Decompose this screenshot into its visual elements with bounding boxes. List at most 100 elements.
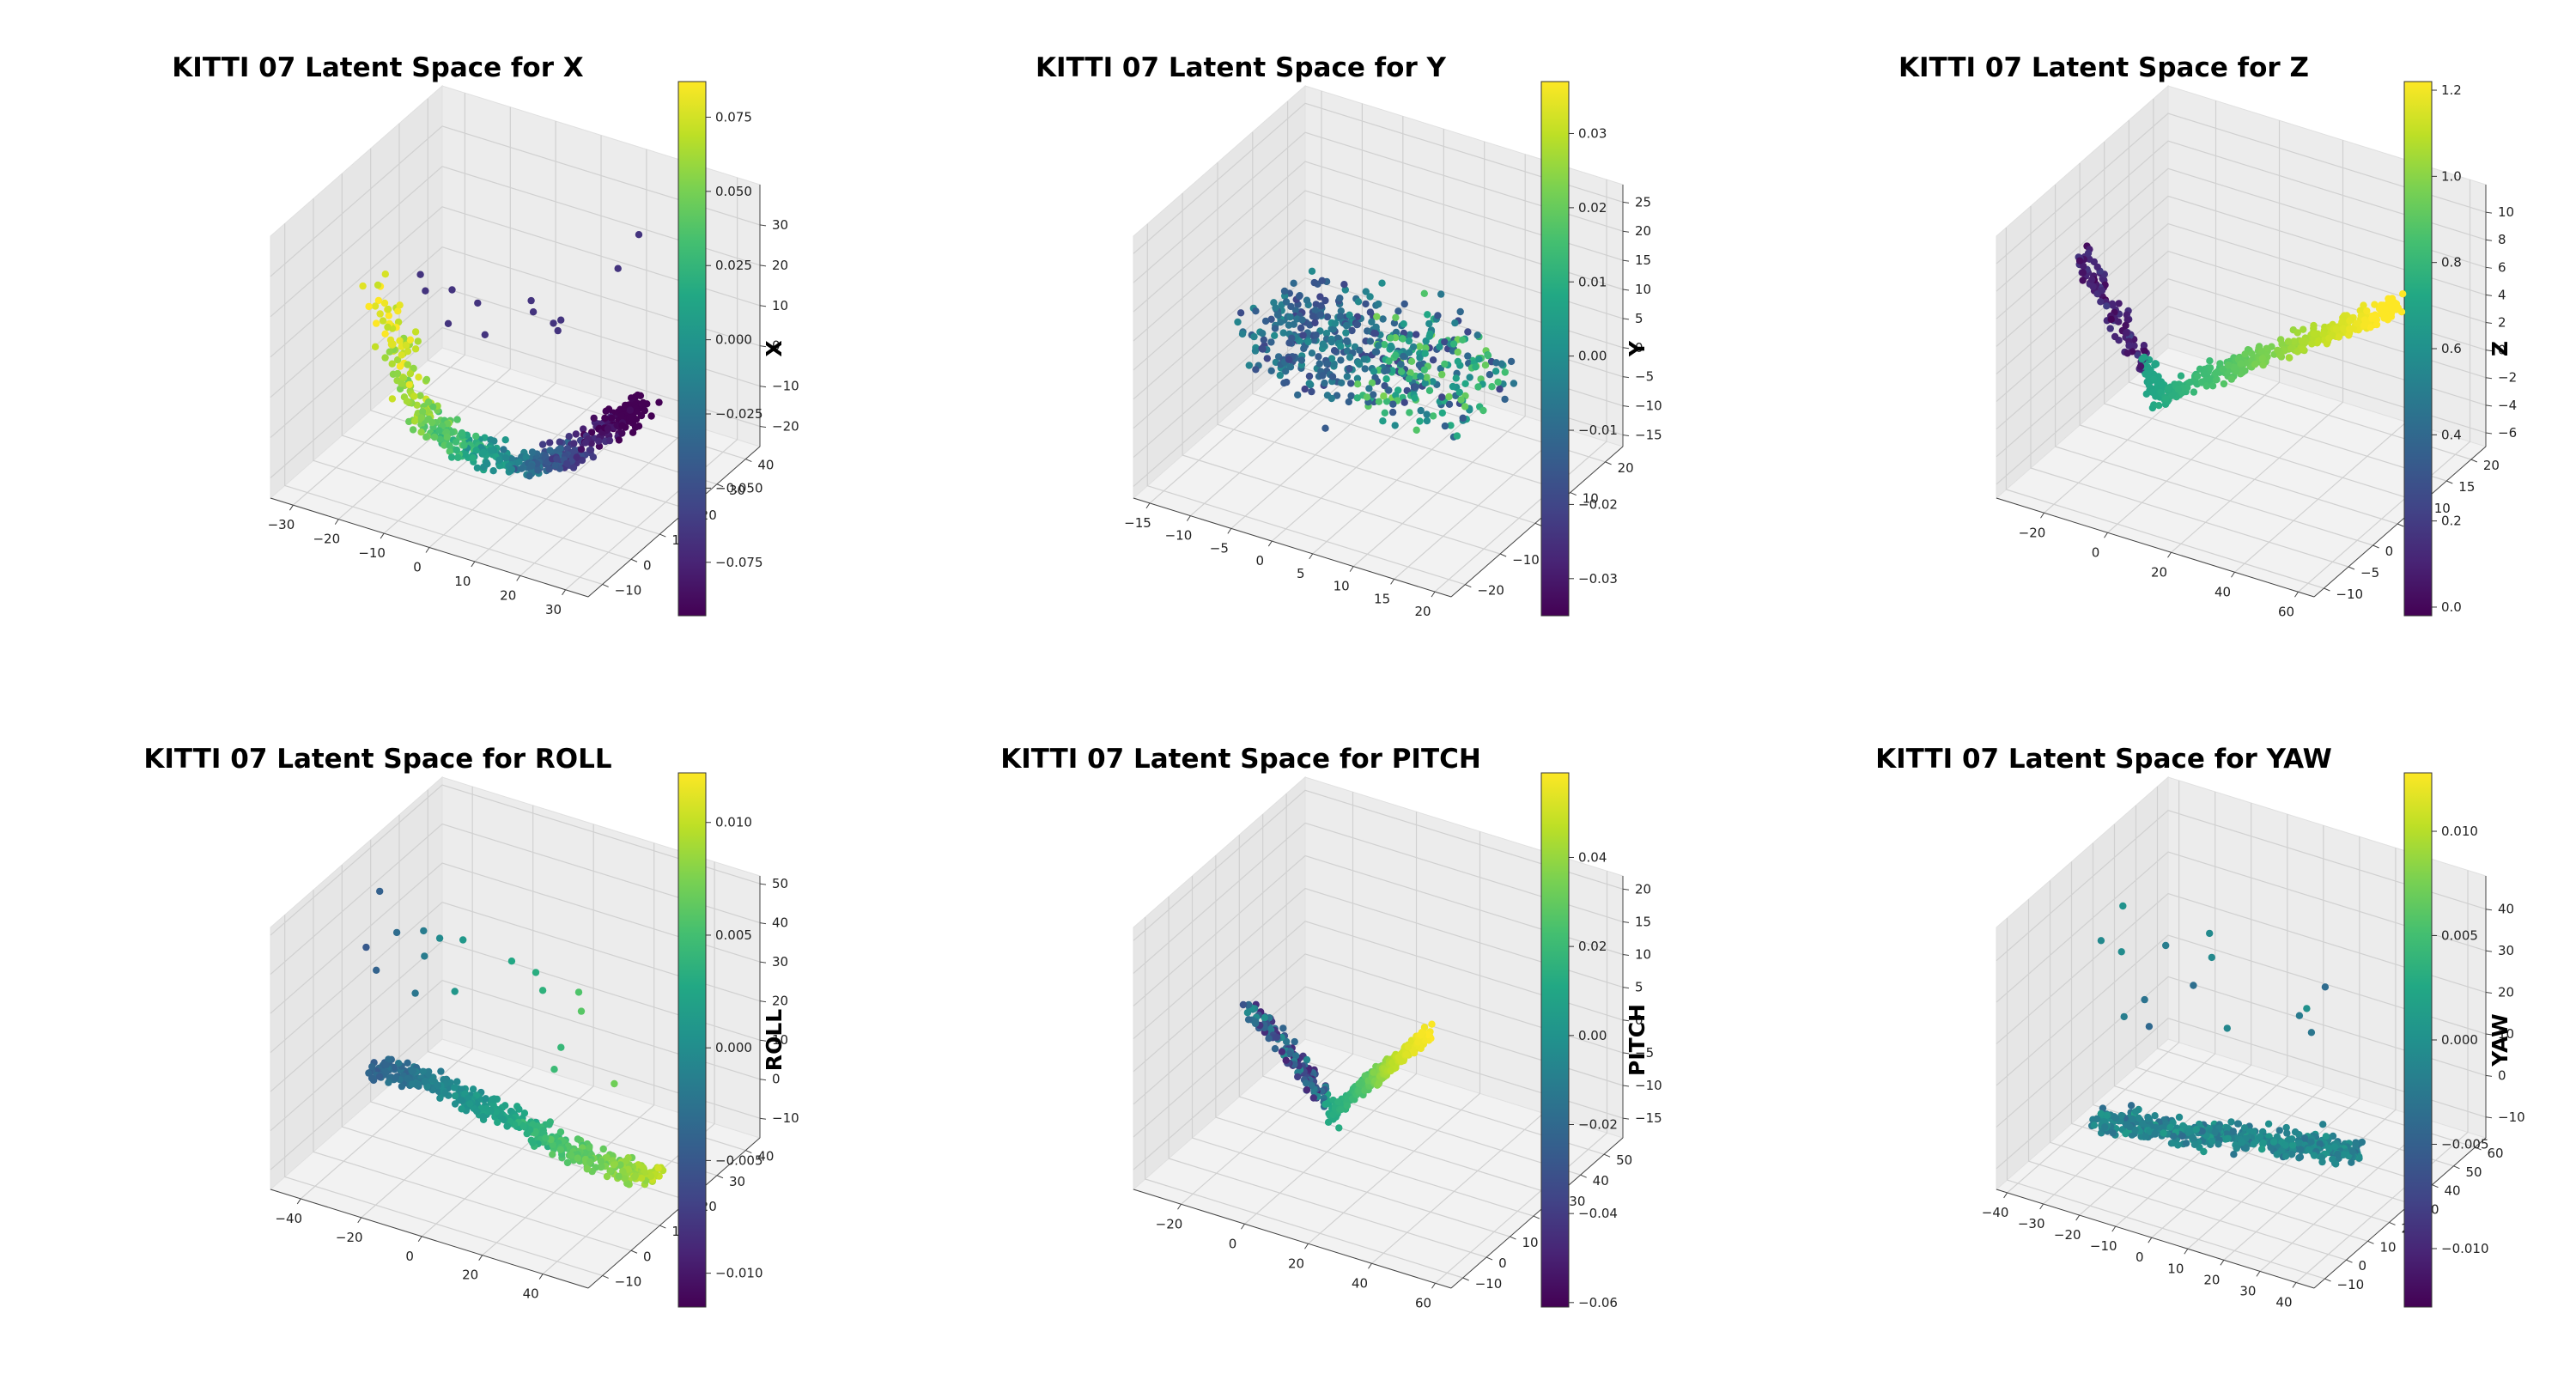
data-point — [424, 398, 433, 406]
data-point — [376, 310, 384, 318]
y-tick-label: 60 — [2488, 1146, 2504, 1161]
data-point — [2330, 1143, 2339, 1151]
data-point — [1381, 409, 1389, 416]
x-tick-mark — [562, 589, 566, 596]
data-point — [1438, 393, 1446, 401]
data-point — [359, 282, 367, 290]
data-point — [422, 287, 429, 295]
data-point — [1387, 1067, 1394, 1075]
subplot-5: KITTI 07 Latent Space for PITCH −20 0 20 40 6… — [1000, 744, 1662, 1310]
side-pane — [1133, 775, 1306, 1191]
data-point — [422, 375, 431, 384]
z-tick-mark — [1622, 954, 1630, 956]
z-tick-mark — [2485, 992, 2493, 994]
colorbar-tick-label: −0.04 — [1578, 1206, 1618, 1221]
data-point — [554, 326, 562, 335]
z-tick-label: −15 — [1635, 1110, 1662, 1126]
z-tick-mark — [2485, 350, 2493, 352]
chart-title: KITTI 07 Latent Space for PITCH — [1000, 744, 1481, 775]
x-tick-label: 40 — [2275, 1294, 2292, 1310]
grid-z — [1996, 278, 2487, 430]
grid-y — [2005, 228, 2324, 589]
data-point — [1437, 290, 1445, 298]
data-point — [527, 296, 535, 305]
grid-z — [1133, 190, 1624, 342]
data-point — [2155, 402, 2163, 410]
grid-x — [2115, 814, 2288, 1227]
colorbar-tick-label: 0.00 — [1578, 1028, 1607, 1043]
data-point — [1461, 380, 1469, 387]
data-point — [1338, 379, 1346, 386]
x-tick-mark — [2104, 532, 2108, 538]
colorbar-tick-label: 0.4 — [2441, 427, 2462, 442]
data-point — [2387, 313, 2396, 320]
y-tick-mark — [716, 483, 724, 488]
data-point — [421, 952, 428, 960]
data-point — [1501, 368, 1510, 376]
data-point — [381, 354, 389, 362]
data-point — [1337, 307, 1346, 315]
data-point — [1406, 409, 1413, 416]
data-point — [1251, 1019, 1260, 1028]
x-tick-mark — [2040, 512, 2044, 519]
data-point — [487, 447, 495, 454]
data-point — [2190, 982, 2197, 989]
colorbar-tick-label: 0.01 — [1578, 274, 1607, 289]
data-point — [1308, 1082, 1316, 1090]
data-point — [1336, 295, 1344, 302]
data-point — [1346, 353, 1354, 362]
data-point — [1445, 392, 1453, 401]
data-point — [2352, 1141, 2360, 1149]
x-tick-mark — [357, 1217, 362, 1224]
data-point — [2318, 1158, 2326, 1166]
data-point — [1261, 317, 1270, 325]
data-point — [2206, 364, 2215, 372]
data-point — [1378, 279, 1386, 287]
data-point — [409, 1067, 417, 1075]
data-point — [515, 458, 523, 465]
z-tick-label: 0 — [1635, 340, 1643, 356]
data-point — [2152, 1123, 2160, 1131]
grid-z — [1996, 934, 2487, 1086]
data-point — [1302, 1079, 1310, 1087]
z-tick-mark — [2485, 404, 2493, 407]
data-point — [1385, 386, 1393, 394]
z-tick-label: −10 — [772, 379, 799, 394]
x-tick-label: 10 — [1334, 579, 1350, 594]
data-point — [2227, 1118, 2235, 1126]
data-point — [2338, 319, 2346, 326]
y-tick-label: 10 — [1583, 491, 1599, 507]
y-tick-mark — [1510, 1236, 1516, 1240]
data-point — [373, 319, 380, 327]
grid-z — [1133, 986, 1624, 1138]
data-point — [2353, 319, 2360, 327]
data-point — [2211, 369, 2220, 377]
data-point — [601, 414, 609, 423]
colorbar — [2403, 772, 2433, 1308]
data-point — [526, 472, 533, 480]
data-point — [1441, 422, 1449, 430]
y-tick-label: 20 — [2483, 458, 2500, 473]
data-point — [2200, 370, 2208, 378]
data-point — [1321, 379, 1328, 387]
data-point — [2162, 941, 2170, 950]
data-point — [473, 464, 482, 472]
data-point — [2168, 392, 2176, 399]
z-tick-label: −6 — [2498, 425, 2517, 441]
data-point — [1441, 360, 1449, 368]
data-point — [583, 1165, 591, 1173]
grid-z — [1133, 102, 1624, 254]
x-tick-label: 60 — [2278, 604, 2294, 619]
colorbar-tick-label: 0.000 — [715, 332, 752, 348]
data-point — [634, 391, 641, 399]
data-point — [1277, 319, 1285, 326]
data-point — [1259, 345, 1267, 353]
data-point — [394, 307, 402, 315]
data-point — [1345, 398, 1353, 406]
z-tick-label: 40 — [772, 915, 788, 931]
data-point — [1273, 1033, 1281, 1042]
data-point — [1423, 374, 1431, 381]
colorbar-label: Z — [2488, 341, 2512, 356]
data-point — [1392, 392, 1400, 399]
data-point — [2160, 1129, 2167, 1137]
